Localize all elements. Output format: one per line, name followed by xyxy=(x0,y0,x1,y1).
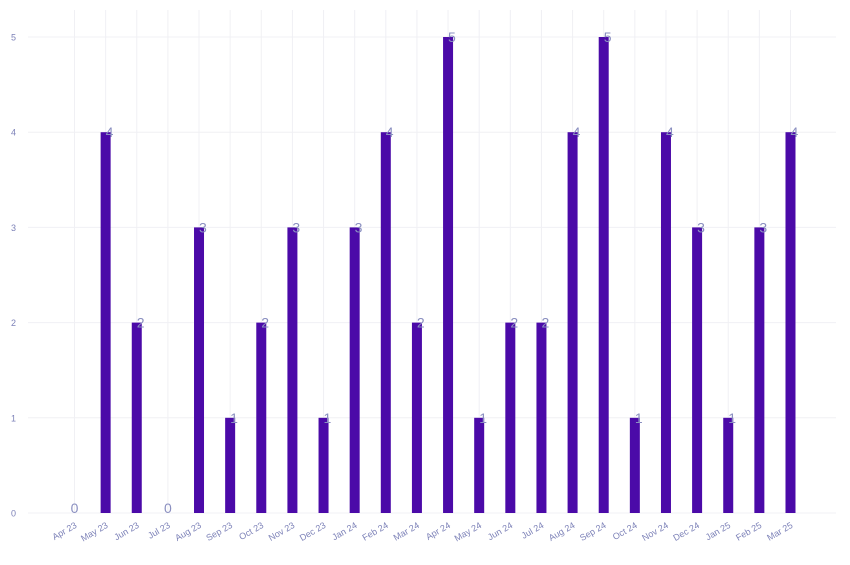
x-tick-label: Aug 24 xyxy=(547,520,577,543)
y-tick-label: 0 xyxy=(11,509,16,519)
y-axis: 0 1 2 3 4 5 xyxy=(11,33,16,519)
data-label: 3 xyxy=(697,219,705,235)
bar xyxy=(318,417,329,513)
x-tick-label: Oct 24 xyxy=(611,520,639,542)
bar xyxy=(629,417,640,513)
data-label: 5 xyxy=(448,29,456,45)
bar xyxy=(256,322,267,513)
gridlines xyxy=(28,10,836,514)
x-tick-label: Sep 24 xyxy=(578,520,608,543)
y-tick-label: 3 xyxy=(11,223,16,233)
bar xyxy=(225,417,236,513)
bar xyxy=(349,227,360,513)
x-tick-label: Oct 23 xyxy=(237,520,265,542)
data-label: 4 xyxy=(666,124,674,140)
x-tick-label: Mar 25 xyxy=(765,520,794,543)
data-label: 1 xyxy=(324,410,332,426)
data-label: 3 xyxy=(355,219,363,235)
data-label: 5 xyxy=(604,29,612,45)
data-labels: 0 4 2 0 3 1 2 3 1 3 4 2 5 1 2 2 4 5 1 4 3 1 3 4 xyxy=(71,29,799,516)
x-tick-label: Jun 23 xyxy=(112,520,140,542)
data-label: 4 xyxy=(386,124,394,140)
data-label: 1 xyxy=(728,410,736,426)
x-tick-label: Dec 23 xyxy=(298,520,328,543)
bar xyxy=(505,322,516,513)
x-tick-label: Jan 25 xyxy=(704,520,732,542)
bar xyxy=(474,417,485,513)
bar xyxy=(411,322,422,513)
x-tick-label: Sep 23 xyxy=(204,520,234,543)
data-label: 3 xyxy=(759,219,767,235)
bar xyxy=(131,322,142,513)
bar xyxy=(692,227,703,513)
bar xyxy=(785,132,796,513)
data-label: 4 xyxy=(790,124,798,140)
bar xyxy=(100,132,111,513)
bar xyxy=(660,132,671,513)
x-tick-label: Dec 24 xyxy=(671,520,701,543)
data-label: 0 xyxy=(164,500,172,516)
y-tick-label: 4 xyxy=(11,128,16,138)
data-label: 2 xyxy=(541,315,549,331)
data-label: 1 xyxy=(635,410,643,426)
data-label: 2 xyxy=(510,315,518,331)
y-tick-label: 5 xyxy=(11,33,16,43)
x-tick-label: Mar 24 xyxy=(392,520,421,543)
bars xyxy=(100,37,796,513)
data-label: 4 xyxy=(573,124,581,140)
data-label: 4 xyxy=(106,124,114,140)
x-tick-label: Jul 23 xyxy=(146,520,172,541)
data-label: 2 xyxy=(137,315,145,331)
x-axis: Apr 23 May 23 Jun 23 Jul 23 Aug 23 Sep 23 Oct … xyxy=(51,520,795,543)
x-tick-label: Feb 25 xyxy=(734,520,763,543)
bar xyxy=(287,227,298,513)
data-label: 1 xyxy=(479,410,487,426)
x-tick-label: Jun 24 xyxy=(486,520,514,542)
x-tick-label: May 23 xyxy=(79,520,110,543)
x-tick-label: Feb 24 xyxy=(361,520,390,543)
bar xyxy=(380,132,391,513)
x-tick-label: Jul 24 xyxy=(520,520,546,541)
data-label: 2 xyxy=(417,315,425,331)
y-tick-label: 2 xyxy=(11,318,16,328)
x-tick-label: Jan 24 xyxy=(330,520,358,542)
x-tick-label: Aug 23 xyxy=(173,520,203,543)
data-label: 1 xyxy=(230,410,238,426)
x-tick-label: May 24 xyxy=(453,520,484,543)
bar xyxy=(536,322,547,513)
bar xyxy=(443,37,454,513)
data-label: 3 xyxy=(292,219,300,235)
y-tick-label: 1 xyxy=(11,413,16,423)
x-tick-label: Nov 23 xyxy=(267,520,297,543)
bar xyxy=(194,227,205,513)
x-tick-label: Apr 24 xyxy=(424,520,452,542)
bar xyxy=(567,132,578,513)
bar xyxy=(754,227,765,513)
x-tick-label: Nov 24 xyxy=(640,520,670,543)
data-label: 2 xyxy=(261,315,269,331)
data-label: 3 xyxy=(199,219,207,235)
bar xyxy=(598,37,609,513)
bar xyxy=(723,417,734,513)
x-tick-label: Apr 23 xyxy=(51,520,79,542)
data-label: 0 xyxy=(71,500,79,516)
